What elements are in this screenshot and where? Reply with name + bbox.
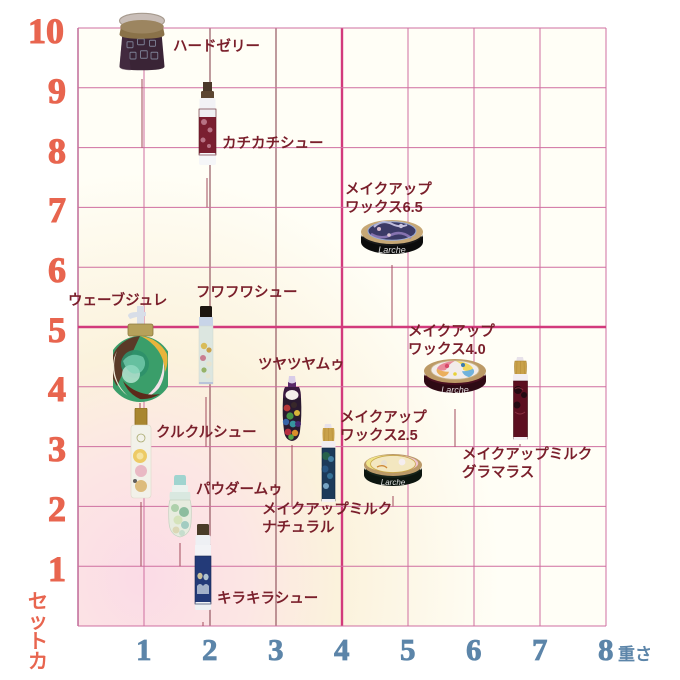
svg-text:Larche: Larche	[441, 385, 469, 395]
svg-text:Larche: Larche	[381, 478, 406, 487]
svg-text:Larche: Larche	[378, 245, 406, 255]
